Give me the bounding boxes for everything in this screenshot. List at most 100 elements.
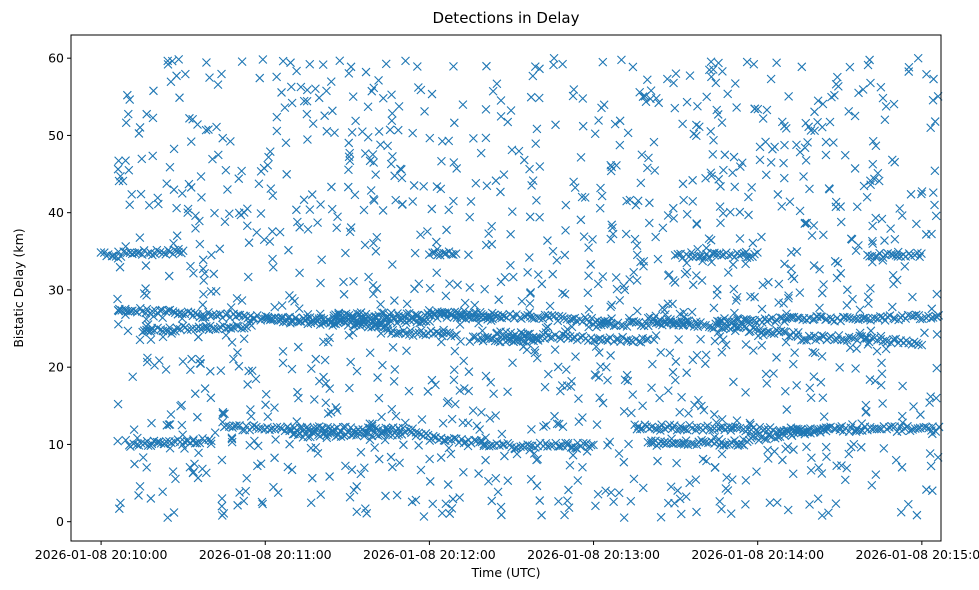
data-point xyxy=(399,440,408,450)
data-point xyxy=(121,156,130,165)
data-point xyxy=(801,156,811,165)
data-point xyxy=(393,125,403,135)
data-point xyxy=(593,489,603,499)
data-point xyxy=(528,176,538,185)
data-point xyxy=(795,288,805,297)
data-point xyxy=(195,438,205,448)
data-point xyxy=(132,433,142,443)
data-point xyxy=(416,465,426,475)
data-point xyxy=(192,412,202,422)
data-point xyxy=(481,371,491,381)
data-point xyxy=(647,359,657,369)
data-point xyxy=(178,246,188,256)
data-point xyxy=(269,482,278,492)
data-point xyxy=(292,217,302,227)
data-point xyxy=(729,284,739,294)
data-point xyxy=(881,101,891,111)
data-point xyxy=(267,227,277,236)
data-point xyxy=(487,221,497,231)
data-point xyxy=(741,499,750,509)
data-point xyxy=(516,335,526,345)
data-point xyxy=(800,218,810,228)
data-point xyxy=(534,93,544,103)
data-point xyxy=(374,75,383,85)
data-point xyxy=(716,218,725,228)
data-point xyxy=(784,293,793,303)
data-point xyxy=(723,89,733,99)
data-point xyxy=(242,473,252,483)
data-point xyxy=(763,445,772,455)
data-point xyxy=(851,246,861,256)
data-point xyxy=(774,279,784,289)
data-point xyxy=(594,116,603,125)
data-point xyxy=(265,237,275,246)
data-point xyxy=(200,312,210,322)
data-point xyxy=(267,314,277,323)
data-point xyxy=(632,241,642,250)
data-point xyxy=(717,118,727,127)
data-point xyxy=(221,330,231,340)
data-point xyxy=(168,326,177,336)
x-tick-label: 2026-01-08 20:11:00 xyxy=(199,547,332,562)
data-point xyxy=(761,170,771,180)
data-point xyxy=(532,195,541,205)
data-point xyxy=(679,320,689,330)
data-point xyxy=(844,449,854,459)
data-point xyxy=(122,90,132,100)
data-point xyxy=(414,428,423,438)
data-point xyxy=(217,511,227,520)
data-point xyxy=(870,313,880,323)
data-point xyxy=(270,403,279,413)
data-point xyxy=(271,435,281,444)
data-point xyxy=(904,249,914,258)
data-point xyxy=(744,210,753,220)
data-point xyxy=(525,289,535,298)
data-point xyxy=(766,74,776,84)
data-point xyxy=(578,94,588,103)
data-point xyxy=(727,475,737,485)
data-point xyxy=(445,279,454,289)
data-point xyxy=(535,313,544,323)
data-point xyxy=(932,289,942,299)
data-point xyxy=(406,313,416,323)
data-point xyxy=(784,291,794,300)
data-point xyxy=(558,288,567,298)
data-point xyxy=(679,195,689,205)
data-point xyxy=(313,449,323,458)
data-point xyxy=(227,338,237,347)
data-point xyxy=(836,268,846,278)
data-point xyxy=(425,133,435,143)
data-point xyxy=(155,247,165,257)
data-point xyxy=(153,193,163,203)
data-point xyxy=(314,376,324,386)
data-point xyxy=(352,366,362,376)
data-point xyxy=(560,510,569,520)
data-point xyxy=(293,342,303,352)
data-point xyxy=(487,496,497,506)
data-point xyxy=(554,419,564,429)
data-point xyxy=(384,430,393,440)
data-point xyxy=(232,421,241,431)
data-point xyxy=(386,159,396,169)
data-point xyxy=(691,475,701,485)
data-point xyxy=(436,453,446,462)
data-point xyxy=(831,79,841,89)
data-point xyxy=(366,186,376,195)
data-point xyxy=(451,249,461,259)
data-point xyxy=(803,138,812,147)
data-point xyxy=(725,207,735,217)
data-point xyxy=(612,334,621,344)
data-point xyxy=(441,291,451,301)
data-point xyxy=(677,392,686,402)
data-point xyxy=(349,485,359,495)
data-point xyxy=(863,292,873,302)
data-point xyxy=(372,232,382,242)
data-point xyxy=(663,438,673,447)
data-point xyxy=(286,58,295,68)
data-point xyxy=(378,206,388,215)
data-point xyxy=(400,418,410,428)
data-point xyxy=(653,254,663,264)
data-point xyxy=(770,142,780,152)
data-point xyxy=(385,125,395,135)
data-point xyxy=(597,103,606,113)
